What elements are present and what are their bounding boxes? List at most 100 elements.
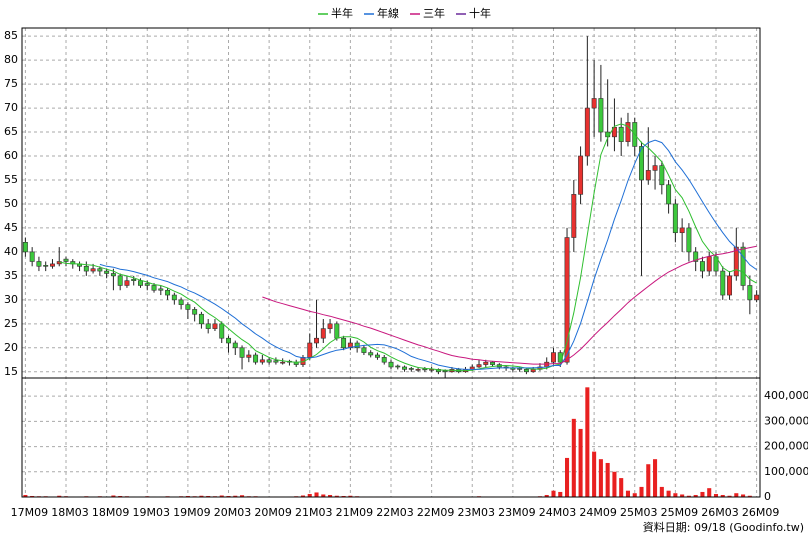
y2-tick-label: 200,000 bbox=[764, 440, 808, 453]
candle-body bbox=[442, 370, 448, 373]
candle-body bbox=[551, 352, 556, 363]
y-tick-label: 30 bbox=[4, 293, 18, 306]
volume-bar bbox=[558, 491, 563, 497]
candle-body bbox=[693, 251, 699, 262]
volume-bar bbox=[341, 495, 346, 497]
volume-bar bbox=[118, 495, 123, 497]
ma-line bbox=[262, 245, 757, 365]
candle-body bbox=[422, 368, 428, 371]
candle-body bbox=[402, 366, 408, 370]
candle-body bbox=[158, 288, 164, 291]
volume-bar bbox=[632, 493, 637, 497]
candle-body bbox=[530, 369, 536, 373]
volume-bar bbox=[639, 486, 644, 497]
candle-body bbox=[117, 275, 123, 286]
volume-bar bbox=[23, 494, 28, 497]
volume-bar bbox=[307, 493, 312, 497]
y-tick-label: 60 bbox=[4, 149, 18, 162]
ma-line bbox=[59, 123, 757, 372]
candle-body bbox=[584, 107, 590, 157]
y2-tick-label: 100,000 bbox=[764, 465, 808, 478]
volume-bar bbox=[700, 491, 705, 497]
candle-body bbox=[476, 364, 482, 368]
volume-bar bbox=[592, 451, 597, 497]
y2-tick-label: 300,000 bbox=[764, 414, 808, 427]
candle-body bbox=[43, 265, 49, 267]
candle-body bbox=[361, 347, 367, 353]
volume-bar bbox=[565, 457, 570, 497]
volume-bar bbox=[571, 418, 576, 497]
volume-bar bbox=[612, 471, 617, 497]
y-tick-label: 85 bbox=[4, 29, 18, 42]
volume-bar bbox=[598, 459, 603, 497]
candle-body bbox=[232, 342, 238, 349]
volume-bar bbox=[619, 478, 624, 497]
candle-body bbox=[490, 361, 496, 365]
candle-body bbox=[239, 347, 245, 358]
candle-body bbox=[645, 170, 651, 181]
candle-body bbox=[652, 165, 658, 171]
volume-bar bbox=[334, 495, 339, 497]
candle-body bbox=[97, 268, 103, 272]
candle-body bbox=[63, 258, 69, 262]
candle-body bbox=[706, 256, 712, 272]
volume-bar bbox=[673, 493, 678, 497]
candle-body bbox=[374, 354, 380, 358]
volume-bar bbox=[653, 459, 658, 497]
volume-bar bbox=[233, 495, 238, 497]
legend-label: 三年 bbox=[423, 6, 445, 20]
candle-body bbox=[178, 299, 184, 305]
candle-body bbox=[747, 285, 753, 301]
candle-body bbox=[131, 278, 137, 281]
y-tick-label: 65 bbox=[4, 125, 18, 138]
x-tick-label: 19M03 bbox=[133, 506, 171, 519]
x-tick-label: 20M09 bbox=[254, 506, 292, 519]
volume-bar bbox=[680, 494, 685, 497]
volume-bar bbox=[111, 495, 116, 497]
candle-body bbox=[517, 368, 523, 370]
candle-body bbox=[226, 337, 231, 344]
volume-bar bbox=[747, 495, 752, 497]
candle-body bbox=[212, 323, 218, 329]
candle-body bbox=[686, 227, 692, 253]
y-tick-label: 80 bbox=[4, 53, 18, 66]
candle-body bbox=[185, 304, 191, 310]
volume-bar bbox=[300, 495, 306, 497]
candle-body bbox=[280, 361, 286, 364]
volume-bar bbox=[720, 494, 725, 497]
candle-body bbox=[29, 251, 35, 262]
volume-bar bbox=[206, 495, 211, 497]
candle-body bbox=[151, 285, 157, 291]
volume-bar bbox=[605, 462, 610, 497]
candle-body bbox=[22, 242, 28, 253]
candle-body bbox=[83, 265, 89, 272]
legend-label: 年線 bbox=[377, 6, 399, 20]
volume-bar bbox=[693, 494, 698, 497]
x-tick-label: 23M09 bbox=[498, 506, 536, 519]
candle-body bbox=[740, 246, 746, 286]
candle-body bbox=[198, 313, 204, 325]
candle-body bbox=[733, 246, 739, 277]
x-tick-label: 21M09 bbox=[336, 506, 374, 519]
volume-bar bbox=[646, 464, 651, 497]
x-tick-label: 26M03 bbox=[701, 506, 739, 519]
y-tick-label: 20 bbox=[4, 341, 18, 354]
y-tick-label: 40 bbox=[4, 245, 18, 258]
x-tick-label: 24M03 bbox=[539, 506, 577, 519]
y-tick-label: 50 bbox=[4, 197, 18, 210]
y-tick-label: 25 bbox=[4, 317, 18, 330]
volume-bar bbox=[226, 495, 231, 497]
candle-body bbox=[659, 165, 665, 186]
volume-bar bbox=[328, 494, 333, 497]
volume-bar bbox=[659, 486, 664, 497]
candle-body bbox=[192, 309, 198, 315]
volume-bar bbox=[707, 488, 712, 497]
candle-body bbox=[672, 203, 678, 234]
candle-body bbox=[354, 342, 360, 349]
candle-body bbox=[341, 337, 347, 349]
candle-body bbox=[314, 337, 319, 344]
candle-body bbox=[327, 323, 333, 329]
candle-body bbox=[591, 98, 597, 109]
x-tick-label: 18M09 bbox=[92, 506, 130, 519]
